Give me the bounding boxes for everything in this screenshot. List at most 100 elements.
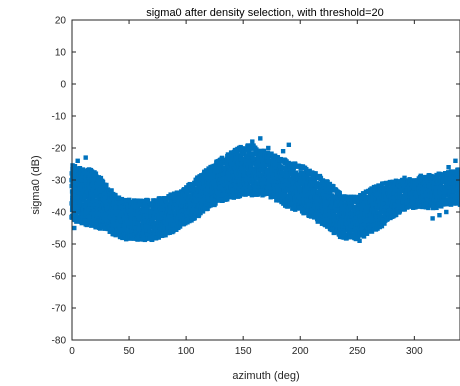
scatter-point xyxy=(220,198,225,203)
scatter-point xyxy=(258,136,263,141)
scatter-point xyxy=(343,210,348,215)
scatter-point xyxy=(84,183,89,188)
scatter-point xyxy=(307,183,312,188)
scatter-point xyxy=(83,155,88,160)
scatter-point xyxy=(219,156,225,161)
scatter-point xyxy=(344,194,349,199)
scatter-point xyxy=(357,238,362,243)
y-tick-label: -70 xyxy=(52,304,67,315)
scatter-point xyxy=(397,191,403,196)
x-tick-label: 250 xyxy=(349,346,366,357)
scatter-point xyxy=(303,173,308,178)
scatter-point xyxy=(114,225,119,231)
scatter-point xyxy=(287,189,293,194)
scatter-point xyxy=(154,235,159,240)
scatter-point xyxy=(172,205,177,210)
scatter-point xyxy=(115,206,120,211)
scatter-point xyxy=(302,190,307,195)
scatter-point xyxy=(104,182,109,188)
x-tick-label: 200 xyxy=(292,346,309,357)
scatter-point xyxy=(238,185,243,191)
scatter-point xyxy=(72,225,77,231)
scatter-point xyxy=(167,202,172,207)
scatter-point xyxy=(240,191,246,197)
scatter-point xyxy=(302,196,307,201)
scatter-point xyxy=(307,168,312,174)
scatter-point xyxy=(384,180,389,186)
scatter-point xyxy=(357,198,362,203)
scatter-point xyxy=(365,198,370,204)
scatter-point xyxy=(275,155,281,160)
scatter-point xyxy=(131,236,137,241)
scatter-point xyxy=(362,225,367,230)
scatter-point xyxy=(291,165,296,170)
scatter-point xyxy=(287,164,292,169)
scatter-point xyxy=(192,216,197,221)
scatter-point xyxy=(453,158,458,163)
scatter-point xyxy=(326,182,332,188)
y-tick-label: -30 xyxy=(52,176,67,187)
scatter-point xyxy=(430,216,435,221)
scatter-point xyxy=(163,198,169,204)
scatter-point xyxy=(341,235,346,240)
scatter-point xyxy=(218,176,224,182)
scatter-point xyxy=(211,174,216,180)
scatter-point xyxy=(328,203,334,209)
scatter-point xyxy=(176,219,181,224)
scatter-point xyxy=(437,171,443,177)
scatter-point xyxy=(156,235,162,240)
scatter-point xyxy=(324,204,329,209)
scatter-point xyxy=(266,170,271,176)
scatter-point xyxy=(317,173,323,179)
scatter-point xyxy=(280,149,286,154)
y-tick-label: -20 xyxy=(52,144,67,155)
scatter-point xyxy=(344,236,349,241)
scatter-point xyxy=(104,215,110,220)
scatter-point xyxy=(359,232,364,238)
scatter-point xyxy=(238,154,243,159)
scatter-point xyxy=(104,203,110,208)
scatter-point xyxy=(258,151,263,157)
scatter-point xyxy=(382,221,387,226)
scatter-point xyxy=(364,221,370,226)
scatter-point xyxy=(457,198,460,203)
scatter-point xyxy=(331,230,337,235)
scatter-point xyxy=(425,180,430,185)
scatter-point xyxy=(97,226,103,231)
scatter-point xyxy=(404,195,410,200)
scatter-point xyxy=(330,197,336,203)
scatter-point xyxy=(182,192,188,198)
scatter-point xyxy=(278,167,284,173)
scatter-point xyxy=(252,184,258,189)
scatter-point xyxy=(231,195,236,200)
scatter-point xyxy=(199,191,204,196)
scatter-point xyxy=(214,177,219,182)
scatter-point xyxy=(447,190,453,196)
scatter-point xyxy=(101,192,106,198)
y-tick-label: 20 xyxy=(55,16,67,27)
scatter-point xyxy=(320,200,325,206)
scatter-point xyxy=(77,165,83,171)
scatter-point xyxy=(213,193,218,198)
x-tick-label: 300 xyxy=(406,346,423,357)
scatter-point xyxy=(303,168,308,173)
x-tick-label: 100 xyxy=(178,346,195,357)
scatter-point xyxy=(363,211,368,216)
scatter-point xyxy=(98,183,104,188)
scatter-point xyxy=(174,202,180,208)
scatter-point xyxy=(192,195,197,200)
scatter-point xyxy=(228,160,233,166)
scatter-point xyxy=(328,190,333,195)
scatter-point xyxy=(187,181,192,187)
scatter-point xyxy=(291,187,296,192)
scatter-point xyxy=(123,237,129,242)
scatter-point xyxy=(377,202,383,208)
scatter-point xyxy=(384,213,389,219)
scatter-point xyxy=(302,210,307,216)
scatter-point xyxy=(188,213,193,219)
scatter-point xyxy=(393,178,399,183)
y-tick-label: 10 xyxy=(55,48,67,59)
scatter-point xyxy=(263,177,269,182)
scatter-point xyxy=(149,209,154,214)
